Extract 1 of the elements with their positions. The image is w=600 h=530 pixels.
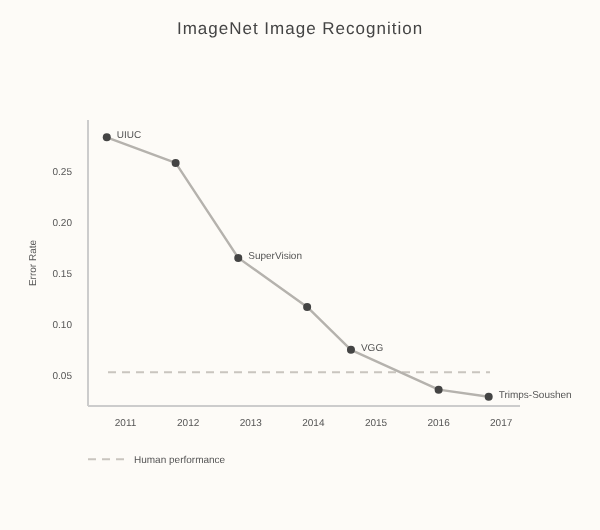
chart-title: ImageNet Image Recognition [176, 18, 424, 38]
